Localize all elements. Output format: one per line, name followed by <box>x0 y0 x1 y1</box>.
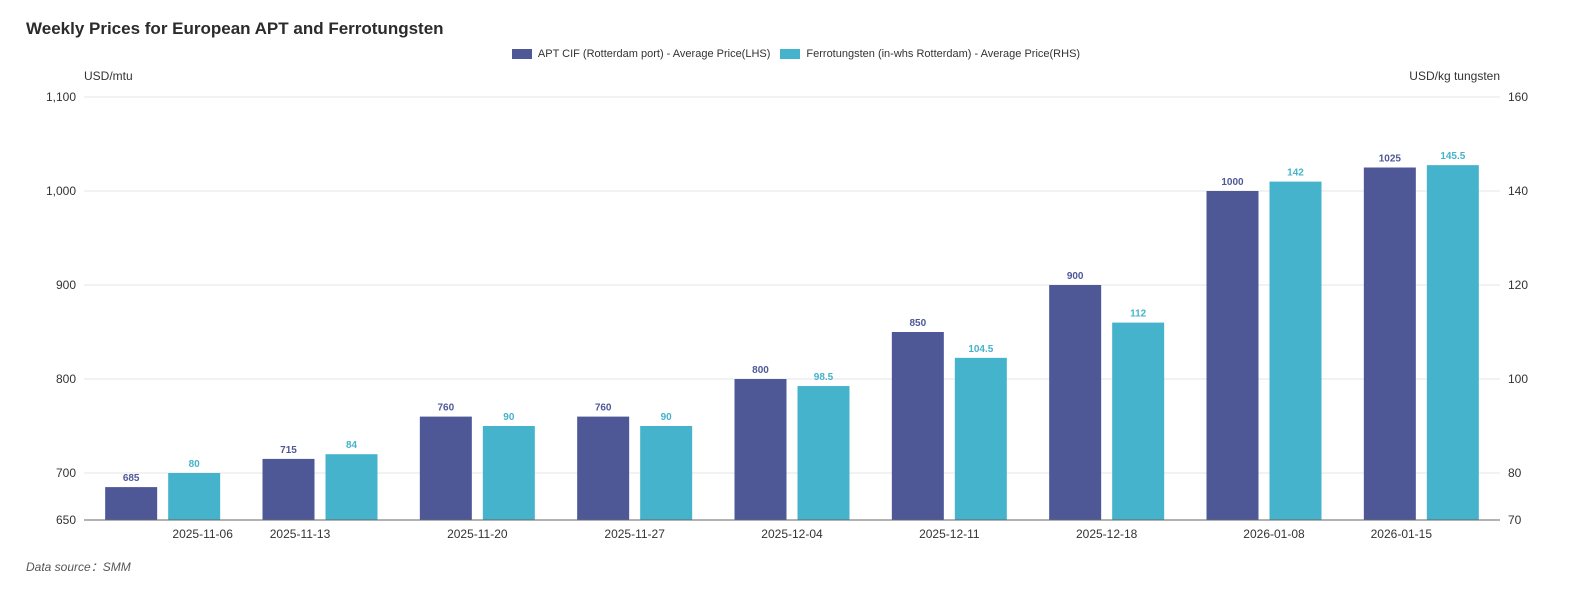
bar-apt <box>1363 167 1416 520</box>
x-tick-label: 2025-11-13 <box>270 527 331 541</box>
y-right-axis-label: USD/kg tungsten <box>1409 69 1500 83</box>
data-label-apt: 760 <box>595 403 612 414</box>
y-right-tick-label: 70 <box>1508 513 1522 527</box>
data-label-ferrotungsten: 98.5 <box>814 372 834 383</box>
data-label-ferrotungsten: 145.5 <box>1440 151 1465 162</box>
x-tick-label: 2026-01-08 <box>1243 527 1305 541</box>
y-left-ticks: 650 700 800 900 1,000 1,100 <box>46 90 76 527</box>
bar-apt <box>262 458 315 520</box>
legend-item-ferrotungsten[interactable]: Ferrotungsten (in-whs Rotterdam) - Avera… <box>780 48 1080 60</box>
bar-apt <box>419 416 472 520</box>
bar-ferrotungsten <box>325 454 378 520</box>
y-left-tick-label: 800 <box>56 372 76 386</box>
data-label-apt: 1000 <box>1221 177 1244 188</box>
data-label-ferrotungsten: 84 <box>346 440 358 451</box>
data-label-ferrotungsten: 90 <box>661 412 673 423</box>
y-left-axis-label: USD/mtu <box>84 69 133 83</box>
data-label-ferrotungsten: 142 <box>1287 168 1304 179</box>
legend: APT CIF (Rotterdam port) - Average Price… <box>0 48 1592 60</box>
x-tick-label: 2025-11-06 <box>172 527 233 541</box>
bar-apt <box>105 487 158 520</box>
bar-apt <box>1049 285 1102 520</box>
y-left-tick-label: 1,000 <box>46 184 76 198</box>
y-left-tick-label: 650 <box>56 513 76 527</box>
data-label-ferrotungsten: 80 <box>189 459 201 470</box>
data-label-ferrotungsten: 90 <box>503 412 515 423</box>
bar-ferrotungsten <box>1269 181 1322 520</box>
data-label-apt: 760 <box>437 403 454 414</box>
x-tick-label: 2025-12-11 <box>919 527 980 541</box>
data-labels: 685 80 715 84 760 90 760 90 800 98.5 850 104.5 900 11… <box>123 151 1466 484</box>
data-label-apt: 685 <box>123 473 140 484</box>
bar-ferrotungsten <box>954 357 1007 520</box>
bar-apt <box>577 416 630 520</box>
x-tick-label: 2025-12-04 <box>761 527 823 541</box>
data-label-apt: 900 <box>1067 271 1084 282</box>
bar-ferrotungsten <box>797 386 850 520</box>
bar-ferrotungsten <box>168 473 221 520</box>
bar-ferrotungsten <box>640 426 693 520</box>
legend-label-apt: APT CIF (Rotterdam port) - Average Price… <box>537 48 771 60</box>
y-right-tick-label: 120 <box>1508 278 1528 292</box>
chart-title: Weekly Prices for European APT and Ferro… <box>26 19 444 38</box>
y-right-tick-label: 80 <box>1508 466 1522 480</box>
data-label-ferrotungsten: 104.5 <box>968 344 993 355</box>
legend-label-ferrotungsten: Ferrotungsten (in-whs Rotterdam) - Avera… <box>806 48 1081 60</box>
y-right-tick-label: 100 <box>1508 372 1528 386</box>
bar-apt <box>1206 191 1259 520</box>
x-tick-label: 2025-12-18 <box>1076 527 1138 541</box>
gridlines <box>84 96 1500 474</box>
legend-swatch-ferrotungsten <box>780 49 801 59</box>
data-source-note: Data source：SMM <box>26 560 131 574</box>
y-left-tick-label: 1,100 <box>46 90 76 104</box>
y-right-ticks: 70 80 100 120 140 160 <box>1508 90 1528 527</box>
y-right-tick-label: 140 <box>1508 184 1528 198</box>
data-label-apt: 715 <box>280 445 297 456</box>
bar-apt <box>734 379 787 520</box>
x-tick-label: 2025-11-20 <box>447 527 508 541</box>
y-right-tick-label: 160 <box>1508 90 1528 104</box>
bar-ferrotungsten <box>482 426 535 520</box>
y-left-tick-label: 900 <box>56 278 76 292</box>
y-left-tick-label: 700 <box>56 466 76 480</box>
x-tick-label: 2026-01-15 <box>1371 527 1433 541</box>
data-label-apt: 850 <box>909 318 926 329</box>
x-axis-ticks: 2025-11-06 2025-11-13 2025-11-20 2025-11-27… <box>172 527 1432 541</box>
bars <box>105 165 1479 520</box>
bar-ferrotungsten <box>1426 165 1479 520</box>
legend-item-apt[interactable]: APT CIF (Rotterdam port) - Average Price… <box>511 48 771 60</box>
legend-swatch-apt <box>511 49 532 59</box>
bar-ferrotungsten <box>1112 322 1165 520</box>
x-tick-label: 2025-11-27 <box>604 527 665 541</box>
data-label-apt: 800 <box>752 365 769 376</box>
data-label-ferrotungsten: 112 <box>1130 309 1147 320</box>
bar-apt <box>891 332 944 520</box>
data-label-apt: 1025 <box>1379 154 1402 165</box>
